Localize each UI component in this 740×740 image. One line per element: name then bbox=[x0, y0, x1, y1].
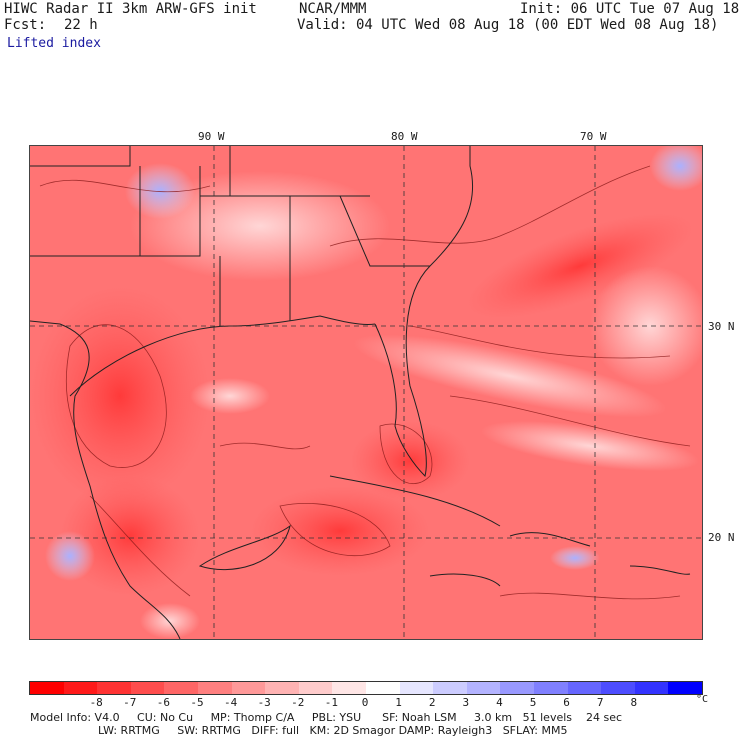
coastlines bbox=[30, 146, 691, 639]
stable-blue-caribbean bbox=[550, 546, 600, 570]
yucatan bbox=[198, 524, 291, 571]
colorbar-swatch bbox=[433, 682, 467, 694]
texas-max-region bbox=[30, 286, 210, 506]
lon-label-90w: 90 W bbox=[198, 130, 225, 143]
li-contours bbox=[39, 165, 691, 600]
lon-label-70w: 70 W bbox=[580, 130, 607, 143]
atlantic-band bbox=[466, 213, 694, 319]
puerto-rico bbox=[629, 565, 691, 575]
colorbar-tick-label: 7 bbox=[596, 696, 604, 709]
colorbar-swatch bbox=[567, 682, 602, 694]
florida-atlantic-coast bbox=[374, 146, 474, 477]
colorbar-swatch bbox=[668, 682, 702, 694]
colorbar-tick-label: -7 bbox=[123, 696, 137, 709]
atlantic-weak-band-2 bbox=[481, 420, 699, 472]
colorbar-tick-label: 2 bbox=[428, 696, 436, 709]
colorbar-swatch bbox=[63, 682, 98, 694]
ncar-label: NCAR/MMM bbox=[299, 1, 367, 17]
forecast-hour: 22 h bbox=[64, 17, 98, 33]
colorbar-swatch bbox=[466, 682, 501, 694]
caribbean-max-region bbox=[250, 486, 430, 576]
colorbar-swatch bbox=[601, 682, 635, 694]
colorbar bbox=[29, 681, 703, 695]
lat-label-20n: 20 N bbox=[708, 531, 735, 544]
colorbar-tick-label: 6 bbox=[563, 696, 570, 709]
model-title: HIWC Radar II 3km ARW-GFS init bbox=[4, 1, 257, 17]
colorbar-swatch bbox=[30, 682, 64, 694]
stable-blue-northeast bbox=[650, 146, 702, 191]
colorbar-swatch bbox=[634, 682, 669, 694]
colorbar-swatch bbox=[197, 682, 232, 694]
colorbar-swatch bbox=[265, 682, 299, 694]
colorbar-tick-label: -8 bbox=[89, 696, 103, 709]
colorbar-tick-label: 5 bbox=[529, 696, 537, 709]
colorbar-unit: °C bbox=[696, 694, 709, 705]
lifted-index-map bbox=[29, 145, 703, 640]
colorbar-swatch bbox=[130, 682, 165, 694]
stable-blue-mexico bbox=[45, 531, 95, 581]
stable-blue-north bbox=[125, 163, 195, 219]
jamaica bbox=[429, 573, 501, 587]
colorbar-tick-label: 1 bbox=[395, 696, 402, 709]
field-name: Lifted index bbox=[7, 36, 101, 51]
colorbar-swatch bbox=[533, 682, 568, 694]
lon-label-80w: 80 W bbox=[391, 130, 418, 143]
lat-label-30n: 30 N bbox=[708, 320, 735, 333]
model-info-line-1: Model Info: V4.0 CU: No Cu MP: Thomp C/A… bbox=[30, 711, 623, 724]
florida-max-region bbox=[350, 421, 470, 501]
colorbar-swatch bbox=[500, 682, 534, 694]
colorbar-tick-label: 0 bbox=[361, 696, 369, 709]
colorbar-swatch bbox=[231, 682, 266, 694]
colorbar-tick-label: -4 bbox=[223, 696, 238, 709]
colorbar-swatch bbox=[332, 682, 366, 694]
colorbar-tick-label: 4 bbox=[496, 696, 503, 709]
valid-time: Valid: 04 UTC Wed 08 Aug 18 (00 EDT Wed … bbox=[297, 17, 719, 33]
model-info-line-2: LW: RRTMG SW: RRTMG DIFF: full KM: 2D Sm… bbox=[98, 724, 568, 737]
colorbar-swatch bbox=[298, 682, 333, 694]
atlantic-weak-band bbox=[353, 334, 667, 418]
colorbar-tick-label: -3 bbox=[257, 696, 271, 709]
graticule bbox=[30, 146, 702, 639]
colorbar-swatch bbox=[164, 682, 198, 694]
init-time: Init: 06 UTC Tue 07 Aug 18 bbox=[520, 1, 740, 17]
gulf-coast bbox=[69, 315, 376, 397]
colorbar-tick-label: 3 bbox=[462, 696, 470, 709]
map-canvas bbox=[30, 146, 702, 639]
cuba bbox=[329, 475, 501, 527]
gulf-weak-patch bbox=[190, 378, 270, 414]
weak-southwest bbox=[140, 603, 200, 639]
forecast-label: Fcst: bbox=[4, 17, 47, 33]
colorbar-swatch bbox=[97, 682, 131, 694]
colorbar-tick-label: -6 bbox=[156, 696, 171, 709]
colorbar-swatch bbox=[399, 682, 434, 694]
southeast-us-weak bbox=[130, 171, 390, 281]
colorbar-tick-label: -2 bbox=[291, 696, 305, 709]
hispaniola bbox=[509, 532, 591, 547]
colorbar-tick-label: -5 bbox=[190, 696, 204, 709]
colorbar-tick-label: -1 bbox=[324, 696, 339, 709]
colorbar-tick-label: 8 bbox=[630, 696, 638, 709]
colorbar-swatch bbox=[365, 682, 400, 694]
texas-mexico-coast bbox=[30, 320, 181, 639]
